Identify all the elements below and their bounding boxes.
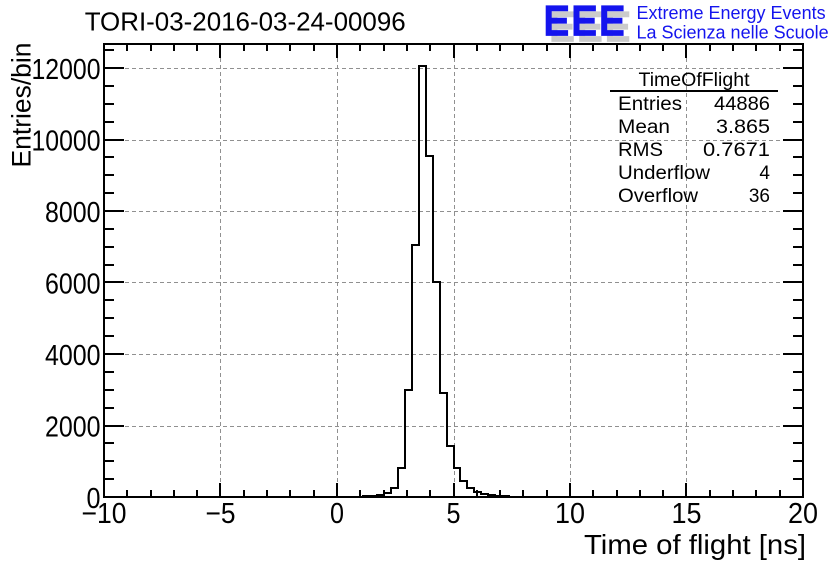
svg-text:20: 20 — [788, 498, 818, 530]
svg-text:Underflow: Underflow — [618, 163, 710, 184]
svg-text:TORI-03-2016-03-24-00096: TORI-03-2016-03-24-00096 — [85, 7, 406, 37]
svg-text:44886: 44886 — [714, 94, 770, 115]
svg-text:10: 10 — [555, 498, 585, 530]
svg-text:12000: 12000 — [32, 54, 101, 86]
svg-text:5: 5 — [447, 498, 461, 530]
svg-text:La Scienza nelle Scuole: La Scienza nelle Scuole — [637, 22, 829, 42]
svg-text:4000: 4000 — [45, 340, 101, 372]
svg-text:Entries: Entries — [618, 94, 682, 115]
svg-text:0: 0 — [87, 483, 101, 515]
svg-text:4: 4 — [759, 163, 770, 184]
svg-text:15: 15 — [672, 498, 702, 530]
svg-text:Mean: Mean — [618, 117, 670, 138]
svg-text:10000: 10000 — [32, 126, 101, 158]
svg-text:36: 36 — [749, 186, 770, 207]
svg-text:6000: 6000 — [45, 269, 101, 301]
svg-text:TimeOfFlight: TimeOfFlight — [639, 70, 751, 91]
svg-text:Entries/bin: Entries/bin — [7, 43, 37, 168]
svg-text:8000: 8000 — [45, 197, 101, 229]
svg-text:RMS: RMS — [618, 140, 663, 161]
svg-text:Extreme Energy Events: Extreme Energy Events — [637, 3, 826, 23]
svg-text:−10: −10 — [82, 498, 127, 530]
svg-text:0: 0 — [330, 498, 344, 530]
svg-text:−5: −5 — [206, 498, 236, 530]
svg-text:Overflow: Overflow — [618, 186, 698, 207]
svg-text:Time of flight [ns]: Time of flight [ns] — [584, 529, 806, 560]
svg-text:2000: 2000 — [45, 412, 101, 444]
svg-text:0.7671: 0.7671 — [703, 140, 770, 161]
svg-text:3.865: 3.865 — [716, 117, 770, 138]
